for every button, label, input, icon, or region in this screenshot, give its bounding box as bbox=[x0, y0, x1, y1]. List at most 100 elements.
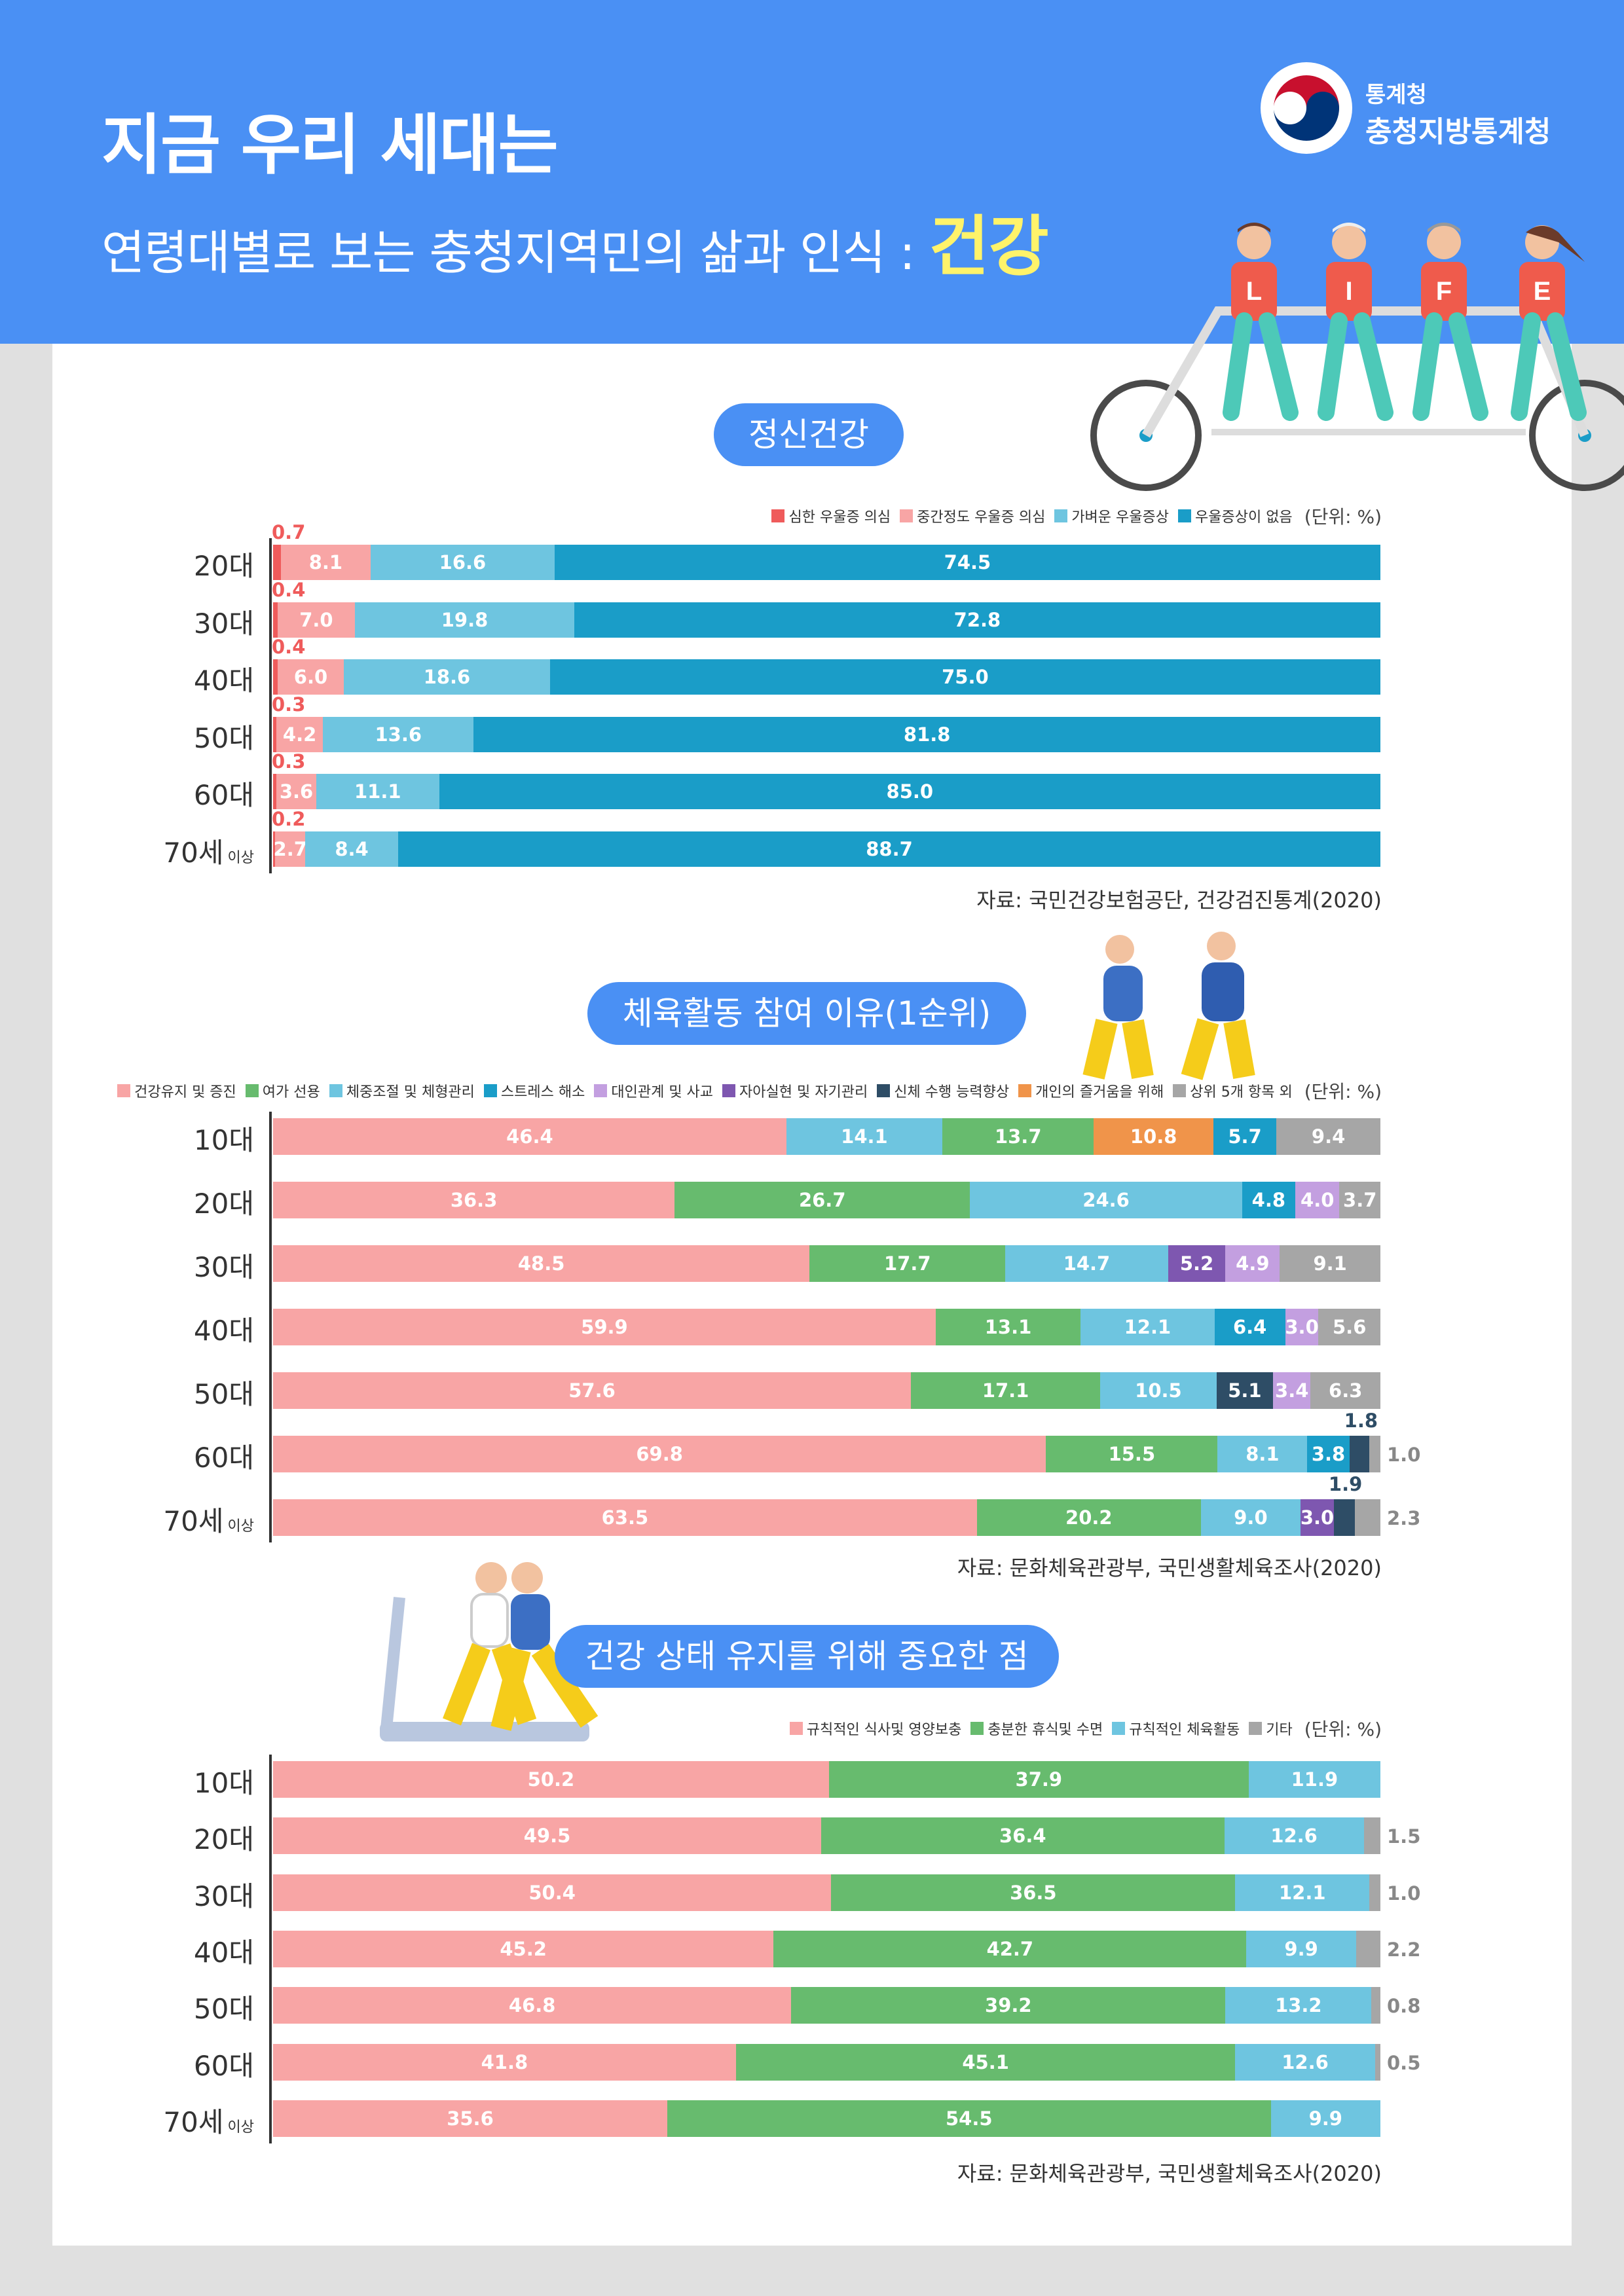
logo-top-text: 통계청 bbox=[1365, 82, 1427, 108]
legend-swatch bbox=[117, 1084, 131, 1097]
bar-segment: 2.7 bbox=[274, 831, 307, 867]
legend-label: 대인관계 및 사교 bbox=[611, 1084, 714, 1101]
bar-segment: 59.9 bbox=[273, 1309, 936, 1345]
chart1-title: 정신건강 bbox=[714, 403, 904, 466]
data-label: 2.3 bbox=[1387, 1507, 1421, 1529]
chart1-legend: 심한 우울증 의심 중간정도 우울증 의심 가벼운 우울증상 우울증상이 없음 (단위:… bbox=[771, 503, 1382, 529]
legend-swatch bbox=[1054, 509, 1068, 522]
data-label: 0.8 bbox=[1387, 1995, 1421, 2018]
legend-item: 규칙적인 식사및 영양보충 bbox=[789, 1718, 962, 1739]
bar-segment: 69.8 bbox=[273, 1436, 1046, 1472]
legend-swatch bbox=[1112, 1722, 1126, 1735]
legend-item: 기타 bbox=[1249, 1718, 1293, 1739]
legend-item: 여가 선용 bbox=[245, 1080, 320, 1101]
category-label: 50대 bbox=[193, 721, 254, 754]
chart2-axis bbox=[269, 1112, 272, 1542]
bar-segment: 10.5 bbox=[1100, 1372, 1217, 1409]
page-title: 지금 우리 세대는 bbox=[101, 107, 559, 183]
legend-label: 규칙적인 체육활동 bbox=[1129, 1722, 1240, 1738]
legend-swatch bbox=[1018, 1084, 1032, 1097]
legend-swatch bbox=[245, 1084, 259, 1097]
bar-segment: 42.7 bbox=[773, 1930, 1247, 1967]
bar-segment: 41.8 bbox=[273, 2043, 736, 2081]
bar-segment: 14.7 bbox=[1005, 1245, 1168, 1282]
data-label: 0.4 bbox=[272, 578, 306, 601]
legend-label: 충분한 휴식및 수면 bbox=[987, 1722, 1103, 1738]
logo-bottom-text: 충청지방통계청 bbox=[1365, 115, 1551, 149]
bar-segment: 9.9 bbox=[1270, 2100, 1380, 2137]
bar-segment: 50.2 bbox=[273, 1761, 829, 1798]
bar-segment: 18.6 bbox=[344, 659, 550, 695]
bar-segment: 75.0 bbox=[549, 659, 1380, 695]
legend-item: 중간정도 우울증 의심 bbox=[900, 505, 1045, 526]
bar-segment: 5.2 bbox=[1168, 1245, 1226, 1282]
legend-label: 체중조절 및 체형관리 bbox=[346, 1084, 475, 1101]
bar-segment: 36.4 bbox=[821, 1817, 1225, 1855]
legend-item: 신체 수행 능력향상 bbox=[877, 1080, 1009, 1101]
bar-segment: 13.6 bbox=[323, 716, 474, 752]
bike-letter-e: E bbox=[1534, 277, 1551, 306]
bar-segment: 57.6 bbox=[273, 1372, 912, 1409]
bar-segment: 3.0 bbox=[1285, 1309, 1319, 1345]
bar-segment: 6.0 bbox=[277, 659, 344, 695]
bar-segment: 50.4 bbox=[273, 1874, 832, 1911]
data-label: 1.5 bbox=[1387, 1825, 1421, 1848]
bar-segment bbox=[1363, 1817, 1380, 1855]
bar-segment: 11.1 bbox=[316, 774, 439, 809]
data-label: 0.5 bbox=[1387, 2051, 1421, 2074]
bar-segment: 39.2 bbox=[791, 1987, 1226, 2024]
bike-letter-l: L bbox=[1246, 277, 1262, 306]
category-label: 30대 bbox=[193, 607, 254, 640]
category-label: 10대 bbox=[193, 1124, 254, 1156]
bar-segment bbox=[1375, 2043, 1380, 2081]
legend-swatch bbox=[722, 1084, 736, 1097]
bar-segment: 5.6 bbox=[1318, 1309, 1380, 1345]
subtitle-highlight: 건강 bbox=[929, 208, 1049, 285]
header-banner: 지금 우리 세대는 연령대별로 보는 충청지역민의 삶과 인식 : 건강 통계청… bbox=[0, 0, 1624, 344]
bar-segment: 3.4 bbox=[1272, 1372, 1311, 1409]
data-label: 1.0 bbox=[1387, 1444, 1421, 1466]
bar-segment: 8.4 bbox=[305, 831, 399, 867]
legend-label: 규칙적인 식사및 영양보충 bbox=[806, 1722, 962, 1738]
bar-segment: 45.1 bbox=[735, 2043, 1236, 2081]
legend-item: 충분한 휴식및 수면 bbox=[970, 1718, 1103, 1739]
bar-segment bbox=[1356, 1930, 1380, 1967]
bar-segment: 12.1 bbox=[1080, 1309, 1215, 1345]
bar-segment: 72.8 bbox=[574, 602, 1380, 638]
category-label: 50대 bbox=[193, 1378, 254, 1410]
legend-label: 심한 우울증 의심 bbox=[788, 509, 891, 526]
unit-label: (단위: %) bbox=[1304, 1719, 1382, 1740]
bar-segment: 3.7 bbox=[1339, 1182, 1380, 1218]
legend-label: 우울증상이 없음 bbox=[1195, 509, 1293, 526]
category-label: 40대 bbox=[193, 1936, 254, 1969]
bar-segment bbox=[273, 774, 277, 809]
bar-segment bbox=[273, 716, 277, 752]
legend-item: 우울증상이 없음 bbox=[1178, 505, 1293, 526]
chart2-source: 자료: 문화체육관광부, 국민생활체육조사(2020) bbox=[957, 1556, 1382, 1580]
bar-segment bbox=[1333, 1499, 1356, 1536]
category-label: 10대 bbox=[193, 1767, 254, 1799]
bar-segment bbox=[273, 545, 281, 580]
legend-item: 가벼운 우울증상 bbox=[1054, 505, 1169, 526]
legend-swatch bbox=[329, 1084, 342, 1097]
bar-segment: 36.5 bbox=[831, 1874, 1236, 1911]
category-label: 30대 bbox=[193, 1251, 254, 1283]
category-label: 70세 이상 bbox=[163, 836, 254, 869]
legend-swatch bbox=[483, 1084, 497, 1097]
bar-segment: 45.2 bbox=[273, 1930, 774, 1967]
data-label: 0.3 bbox=[272, 750, 306, 773]
bar-segment: 9.4 bbox=[1276, 1118, 1380, 1155]
bar-segment: 17.1 bbox=[911, 1372, 1101, 1409]
page-subtitle: 연령대별로 보는 충청지역민의 삶과 인식 : 건강 bbox=[101, 193, 1049, 288]
bar-segment bbox=[273, 659, 278, 695]
data-label: 0.4 bbox=[272, 636, 306, 658]
category-label: 30대 bbox=[193, 1880, 254, 1912]
bike-letter-f: F bbox=[1436, 277, 1452, 306]
legend-item: 대인관계 및 사교 bbox=[594, 1080, 713, 1101]
category-label: 70세 이상 bbox=[163, 1505, 254, 1537]
bar-segment: 19.8 bbox=[355, 602, 574, 638]
bar-segment: 12.6 bbox=[1224, 1817, 1364, 1855]
legend-label: 중간정도 우울증 의심 bbox=[917, 509, 1046, 526]
legend-item: 체중조절 및 체형관리 bbox=[329, 1080, 475, 1101]
bar-segment: 5.1 bbox=[1216, 1372, 1273, 1409]
